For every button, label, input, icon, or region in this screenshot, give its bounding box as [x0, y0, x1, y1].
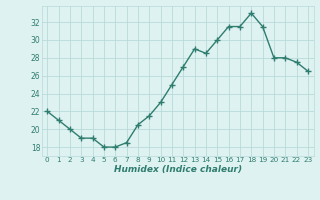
X-axis label: Humidex (Indice chaleur): Humidex (Indice chaleur) [114, 165, 242, 174]
